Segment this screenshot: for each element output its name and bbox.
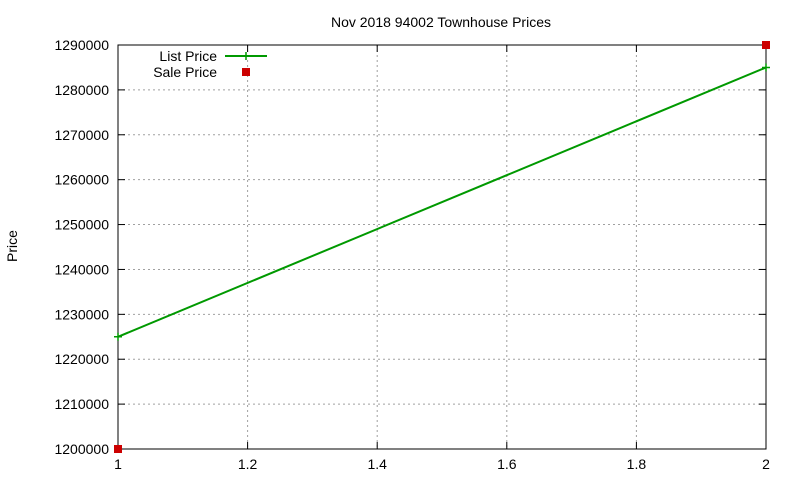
legend-label: List Price bbox=[159, 48, 217, 64]
x-tick-label: 2 bbox=[762, 456, 770, 472]
legend-point-sample bbox=[242, 68, 250, 76]
y-tick-label: 1230000 bbox=[54, 306, 109, 322]
x-tick-label: 1.2 bbox=[238, 456, 258, 472]
y-tick-label: 1200000 bbox=[54, 441, 109, 457]
list-price-line bbox=[117, 66, 767, 338]
y-tick-label: 1210000 bbox=[54, 396, 109, 412]
grid-lines bbox=[118, 45, 766, 449]
y-tick-label: 1220000 bbox=[54, 351, 109, 367]
y-tick-label: 1270000 bbox=[54, 127, 109, 143]
y-tick-label: 1250000 bbox=[54, 217, 109, 233]
axis-ticks: 1200000 1210000 1220000 1230000 1240000 12500… bbox=[54, 37, 770, 472]
x-tick-label: 1 bbox=[114, 456, 122, 472]
y-tick-label: 1290000 bbox=[54, 37, 109, 53]
y-tick-label: 1260000 bbox=[54, 172, 109, 188]
list-price-point bbox=[114, 332, 122, 341]
chart-title: Nov 2018 94002 Townhouse Prices bbox=[331, 14, 551, 30]
legend-entry: Sale Price bbox=[153, 64, 250, 80]
y-tick-label: 1280000 bbox=[54, 82, 109, 98]
sale-price-point bbox=[762, 41, 770, 49]
x-tick-label: 1.4 bbox=[367, 456, 387, 472]
sale-price-point bbox=[114, 445, 122, 453]
x-tick-label: 1.8 bbox=[627, 456, 647, 472]
y-axis-label: Price bbox=[4, 230, 20, 262]
legend-point-sample bbox=[242, 52, 250, 60]
legend-entry: List Price bbox=[159, 48, 267, 64]
legend-label: Sale Price bbox=[153, 64, 217, 80]
x-tick-label: 1.6 bbox=[497, 456, 517, 472]
series-layer bbox=[114, 41, 770, 453]
plot-frame bbox=[117, 44, 767, 450]
list-price-point bbox=[762, 63, 770, 72]
y-tick-label: 1240000 bbox=[54, 261, 109, 277]
